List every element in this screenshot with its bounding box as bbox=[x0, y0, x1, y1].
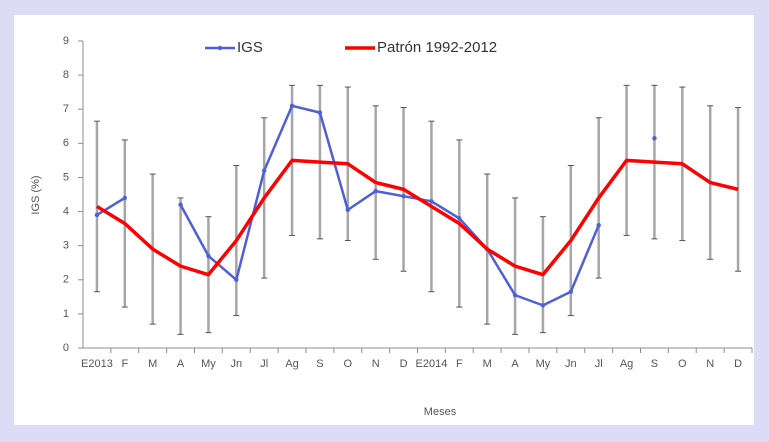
point bbox=[457, 216, 462, 221]
x-tick-label: O bbox=[344, 358, 353, 370]
x-tick-label: F bbox=[121, 358, 128, 370]
y-axis-title: IGS (%) bbox=[30, 175, 42, 214]
point bbox=[178, 202, 183, 207]
x-tick-label: Ag bbox=[285, 358, 298, 370]
point bbox=[596, 223, 601, 228]
x-axis-title: Meses bbox=[424, 406, 457, 418]
x-tick-label: N bbox=[372, 358, 380, 370]
point bbox=[540, 303, 546, 308]
point bbox=[401, 194, 406, 199]
y-tick-label: 1 bbox=[63, 308, 69, 320]
point bbox=[317, 110, 323, 115]
point bbox=[652, 136, 657, 141]
x-tick-label: M bbox=[483, 358, 492, 370]
x-tick-label: A bbox=[177, 358, 185, 370]
point bbox=[122, 195, 128, 201]
x-tick-label: S bbox=[316, 358, 323, 370]
point bbox=[512, 292, 518, 298]
x-tick-label: Jn bbox=[565, 358, 577, 370]
x-tick-label: Jl bbox=[595, 358, 603, 370]
point bbox=[94, 212, 100, 218]
y-tick-label: 9 bbox=[63, 35, 69, 47]
x-tick-label: F bbox=[456, 358, 463, 370]
point bbox=[345, 207, 351, 213]
point bbox=[234, 277, 239, 282]
point bbox=[206, 253, 211, 259]
point bbox=[289, 103, 295, 109]
y-tick-label: 0 bbox=[63, 342, 69, 354]
y-tick-label: 2 bbox=[63, 274, 69, 286]
y-tick-label: 4 bbox=[63, 205, 69, 217]
y-tick-label: 7 bbox=[63, 103, 69, 115]
x-tick-label: E2014 bbox=[416, 358, 448, 370]
x-tick-label: D bbox=[400, 358, 408, 370]
point bbox=[261, 168, 267, 173]
x-tick-label: A bbox=[511, 358, 519, 370]
point bbox=[373, 188, 378, 194]
legend-label: Patrón 1992-2012 bbox=[377, 39, 497, 56]
point bbox=[568, 289, 574, 294]
chart-panel bbox=[14, 15, 754, 425]
legend-label: IGS bbox=[237, 39, 263, 56]
y-tick-label: 8 bbox=[63, 69, 69, 81]
x-tick-label: My bbox=[201, 358, 216, 370]
y-tick-label: 3 bbox=[63, 240, 69, 252]
x-tick-label: O bbox=[678, 358, 687, 370]
x-tick-label: E2013 bbox=[81, 358, 113, 370]
x-tick-label: N bbox=[706, 358, 714, 370]
legend-marker bbox=[217, 45, 223, 51]
y-tick-label: 5 bbox=[63, 171, 69, 183]
x-tick-label: My bbox=[536, 358, 551, 370]
x-tick-label: S bbox=[651, 358, 658, 370]
series-line bbox=[96, 158, 739, 277]
x-tick-label: D bbox=[734, 358, 742, 370]
x-tick-label: Jl bbox=[260, 358, 268, 370]
x-tick-label: Jn bbox=[231, 358, 243, 370]
y-tick-label: 6 bbox=[63, 137, 69, 149]
point bbox=[429, 199, 434, 204]
x-tick-label: Ag bbox=[620, 358, 633, 370]
x-tick-label: M bbox=[148, 358, 157, 370]
